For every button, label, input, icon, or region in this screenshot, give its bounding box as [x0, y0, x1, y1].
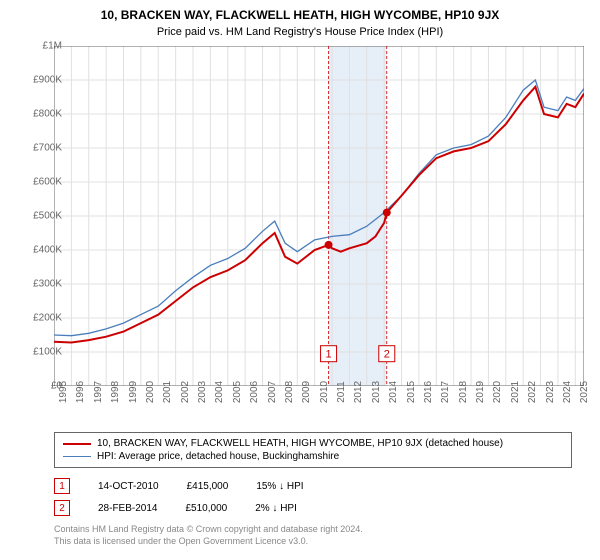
xtick: 2010	[315, 381, 330, 403]
xtick: 1996	[71, 381, 86, 403]
xtick: 2004	[210, 381, 225, 403]
xtick: 2002	[176, 381, 191, 403]
xtick: 1998	[106, 381, 121, 403]
xtick: 2011	[332, 381, 347, 403]
svg-text:2: 2	[384, 349, 390, 361]
xtick: 2012	[349, 381, 364, 403]
page-subtitle: Price paid vs. HM Land Registry's House …	[0, 22, 600, 38]
xtick: 2017	[436, 381, 451, 403]
svg-text:1: 1	[325, 349, 331, 361]
footer: Contains HM Land Registry data © Crown c…	[54, 524, 363, 547]
xtick: 2023	[541, 381, 556, 403]
xtick: 2020	[488, 381, 503, 403]
ytick: £900K	[33, 75, 62, 86]
sale-price-2: £510,000	[185, 503, 227, 514]
xtick: 2025	[575, 381, 590, 403]
xtick: 1999	[124, 381, 139, 403]
xtick: 2008	[280, 381, 295, 403]
ytick: £100K	[33, 347, 62, 358]
xtick: 2001	[158, 381, 173, 403]
price-chart: 12	[54, 46, 584, 386]
footer-line1: Contains HM Land Registry data © Crown c…	[54, 524, 363, 536]
xtick: 2006	[245, 381, 260, 403]
footer-line2: This data is licensed under the Open Gov…	[54, 536, 363, 548]
xtick: 2007	[263, 381, 278, 403]
ytick: £300K	[33, 279, 62, 290]
sale-delta-2: 2% ↓ HPI	[255, 503, 297, 514]
xtick: 2019	[471, 381, 486, 403]
legend: 10, BRACKEN WAY, FLACKWELL HEATH, HIGH W…	[54, 432, 572, 468]
xtick: 2005	[228, 381, 243, 403]
page-title: 10, BRACKEN WAY, FLACKWELL HEATH, HIGH W…	[0, 0, 600, 22]
xtick: 2021	[506, 381, 521, 403]
xtick: 2003	[193, 381, 208, 403]
xtick: 1995	[54, 381, 69, 403]
sale-delta-1: 15% ↓ HPI	[256, 481, 303, 492]
sale-marker-2: 2	[54, 500, 70, 516]
legend-label-hpi: HPI: Average price, detached house, Buck…	[97, 451, 339, 462]
sale-date-1: 14-OCT-2010	[98, 481, 159, 492]
legend-item-hpi: HPI: Average price, detached house, Buck…	[63, 450, 563, 463]
xtick: 2013	[367, 381, 382, 403]
sale-row-1: 1 14-OCT-2010 £415,000 15% ↓ HPI	[54, 478, 304, 494]
sale-price-1: £415,000	[187, 481, 229, 492]
xtick: 2014	[384, 381, 399, 403]
ytick: £200K	[33, 313, 62, 324]
xtick: 2018	[454, 381, 469, 403]
ytick: £1M	[43, 41, 62, 52]
xtick: 2009	[297, 381, 312, 403]
xtick: 2000	[141, 381, 156, 403]
ytick: £800K	[33, 109, 62, 120]
sale-date-2: 28-FEB-2014	[98, 503, 157, 514]
ytick: £400K	[33, 245, 62, 256]
xtick: 2016	[419, 381, 434, 403]
chart-svg: 12	[54, 46, 584, 386]
ytick: £700K	[33, 143, 62, 154]
xtick: 1997	[89, 381, 104, 403]
xtick: 2015	[402, 381, 417, 403]
xtick: 2024	[558, 381, 573, 403]
ytick: £500K	[33, 211, 62, 222]
sale-row-2: 2 28-FEB-2014 £510,000 2% ↓ HPI	[54, 500, 297, 516]
sale-marker-1: 1	[54, 478, 70, 494]
legend-label-property: 10, BRACKEN WAY, FLACKWELL HEATH, HIGH W…	[97, 438, 503, 449]
legend-swatch-property	[63, 443, 91, 445]
legend-swatch-hpi	[63, 456, 91, 457]
xtick: 2022	[523, 381, 538, 403]
legend-item-property: 10, BRACKEN WAY, FLACKWELL HEATH, HIGH W…	[63, 437, 563, 450]
ytick: £600K	[33, 177, 62, 188]
